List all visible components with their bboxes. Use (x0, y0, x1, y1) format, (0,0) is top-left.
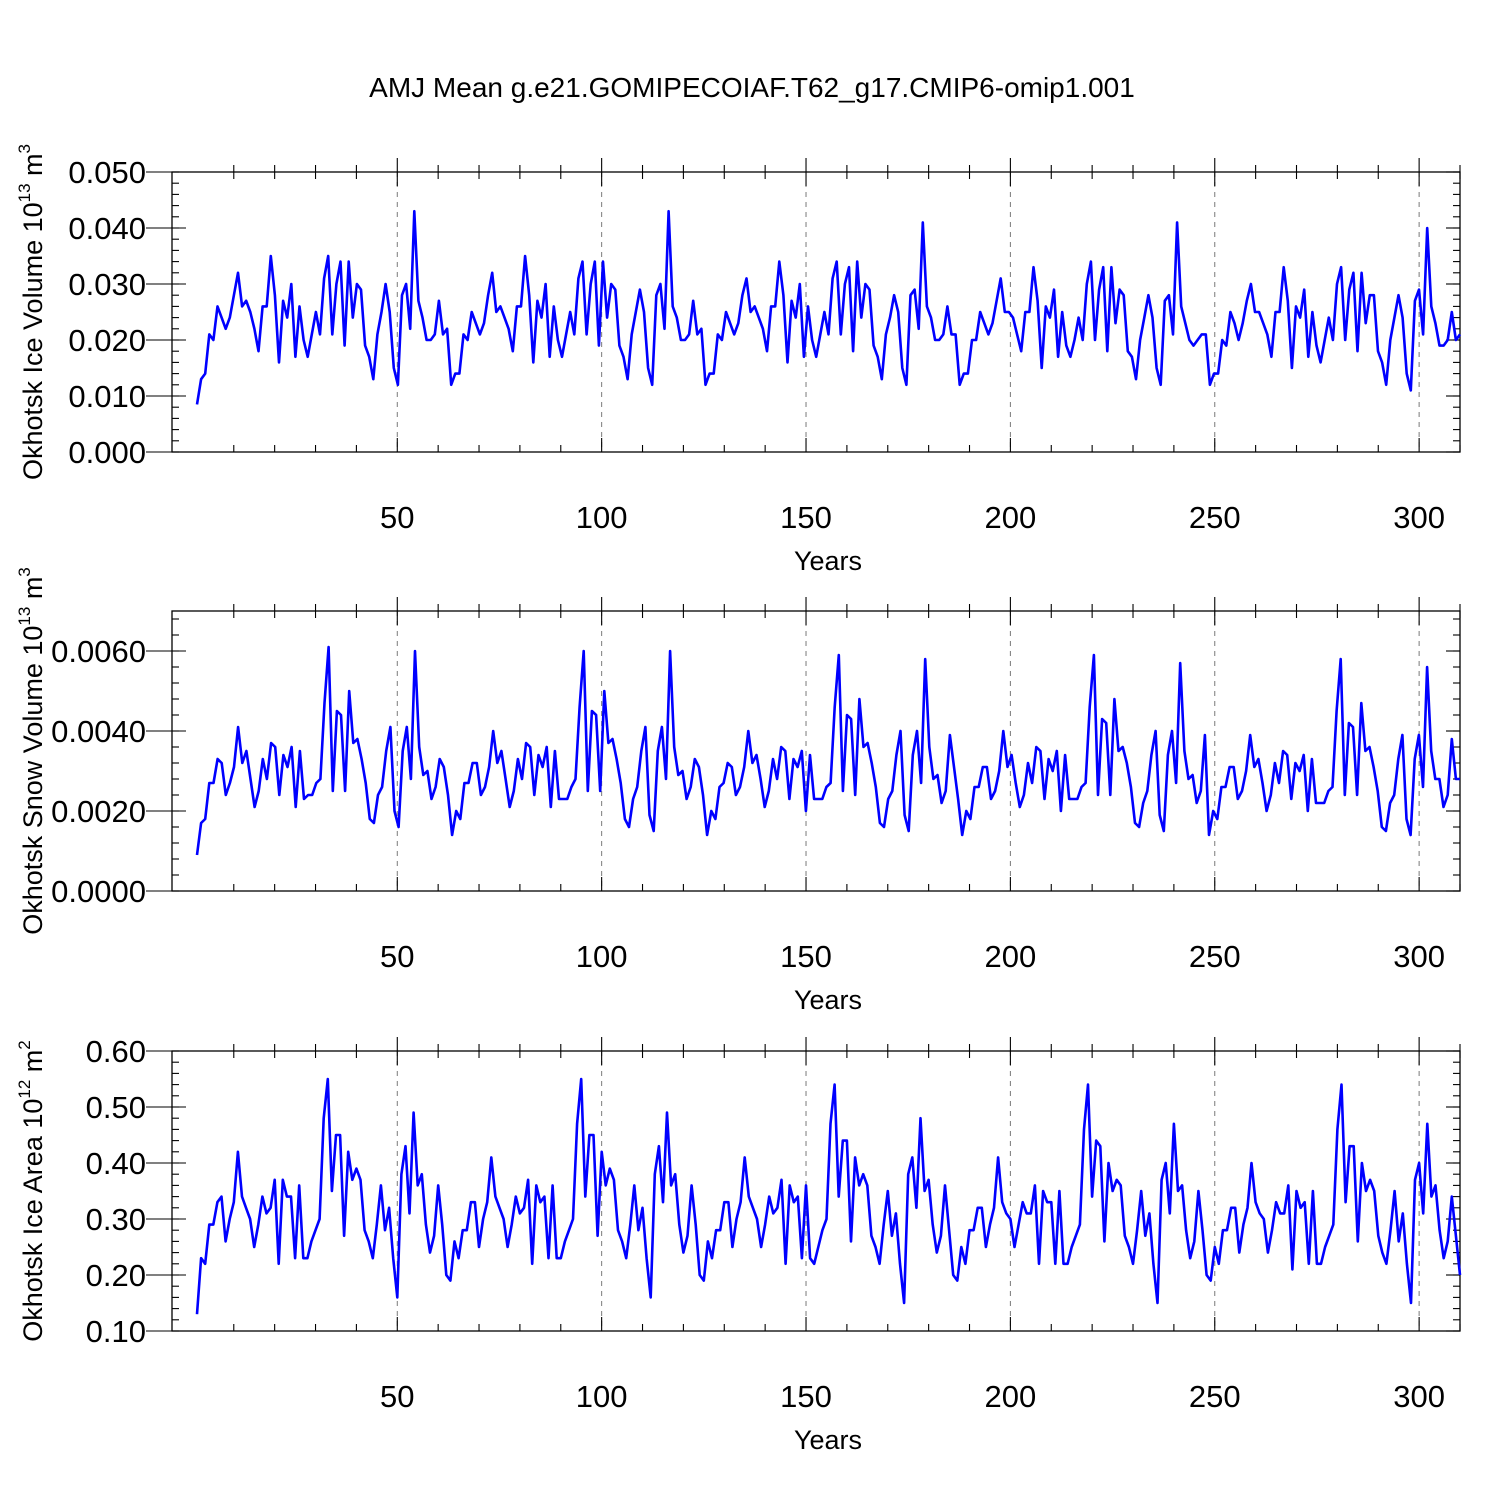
series-line (195, 645, 1460, 856)
y-axis-title-exponent: 13 (15, 183, 34, 202)
x-tick-label: 250 (1189, 500, 1241, 535)
panel-ice-volume: 50 100 150 200 250 300 Years 0.000 0.010 0.020 0.0… (15, 144, 1462, 576)
y-tick-label: 0.60 (86, 1034, 146, 1069)
y-axis-title-unit: m (18, 577, 48, 607)
x-tick-label: 50 (380, 1379, 414, 1414)
x-tick-label: 100 (576, 500, 628, 535)
y-tick-label: 0.000 (68, 435, 146, 470)
y-axis-title-unit-exponent: 3 (15, 144, 34, 153)
x-tick-label: 150 (780, 500, 832, 535)
plot-frame (171, 610, 1461, 892)
y-tick-label: 0.20 (86, 1258, 146, 1293)
y-axis-title-exponent: 12 (15, 1080, 34, 1099)
y-tick-label: 0.30 (86, 1202, 146, 1237)
y-axis-title-main: Okhotsk Ice Area 10 (18, 1099, 48, 1342)
y-axis-title-main: Okhotsk Ice Volume 10 (18, 202, 48, 480)
x-tick-label: 100 (576, 939, 628, 974)
plot-frame (171, 1050, 1461, 1332)
x-tick-label: 50 (380, 500, 414, 535)
y-tick-label: 0.0020 (51, 794, 146, 829)
x-tick-label: 200 (985, 1379, 1037, 1414)
y-tick-label: 0.050 (68, 155, 146, 190)
x-axis-title: Years (794, 1425, 862, 1455)
x-tick-label: 250 (1189, 1379, 1241, 1414)
y-axis-title-unit-exponent: 3 (15, 567, 34, 576)
y-axis-title-unit: m (18, 153, 48, 183)
y-axis-title: Okhotsk Ice Volume 1013 m3 (15, 144, 48, 480)
series-line (195, 1077, 1462, 1315)
y-axis-title-unit-exponent: 2 (15, 1040, 34, 1049)
x-tick-label: 150 (780, 1379, 832, 1414)
y-tick-label: 0.0060 (51, 634, 146, 669)
figure-title: AMJ Mean g.e21.GOMIPECOIAF.T62_g17.CMIP6… (369, 72, 1135, 103)
y-tick-label: 0.0040 (51, 714, 146, 749)
x-tick-label: 150 (780, 939, 832, 974)
y-axis-title-exponent: 13 (15, 607, 34, 626)
x-tick-label: 200 (985, 500, 1037, 535)
x-tick-label: 100 (576, 1379, 628, 1414)
series-line (195, 209, 1462, 405)
y-axis-title-main: Okhotsk Snow Volume 10 (18, 626, 48, 935)
x-tick-label: 200 (985, 939, 1037, 974)
panel-ice-area: 50 100 150 200 250 300 Years 0.10 0.20 0.30 0.40 0.… (15, 1034, 1462, 1455)
x-axis-title: Years (794, 546, 862, 576)
y-tick-label: 0.040 (68, 211, 146, 246)
y-axis-title-unit: m (18, 1050, 48, 1080)
x-tick-label: 300 (1393, 500, 1445, 535)
y-axis-title: Okhotsk Ice Area 1012 m2 (15, 1040, 48, 1342)
x-axis-title: Years (794, 985, 862, 1015)
plot-frame (171, 171, 1461, 453)
y-tick-label: 0.10 (86, 1314, 146, 1349)
panel-snow-volume: 50 100 150 200 250 300 Years 0.0000 0.0020 0.0040… (15, 567, 1461, 1015)
y-tick-label: 0.030 (68, 267, 146, 302)
y-tick-label: 0.0000 (51, 874, 146, 909)
y-tick-label: 0.020 (68, 323, 146, 358)
y-tick-label: 0.50 (86, 1090, 146, 1125)
x-tick-label: 50 (380, 939, 414, 974)
y-tick-label: 0.40 (86, 1146, 146, 1181)
y-tick-label: 0.010 (68, 379, 146, 414)
x-tick-label: 250 (1189, 939, 1241, 974)
y-axis-title: Okhotsk Snow Volume 1013 m3 (15, 567, 48, 935)
x-tick-label: 300 (1393, 939, 1445, 974)
x-tick-label: 300 (1393, 1379, 1445, 1414)
